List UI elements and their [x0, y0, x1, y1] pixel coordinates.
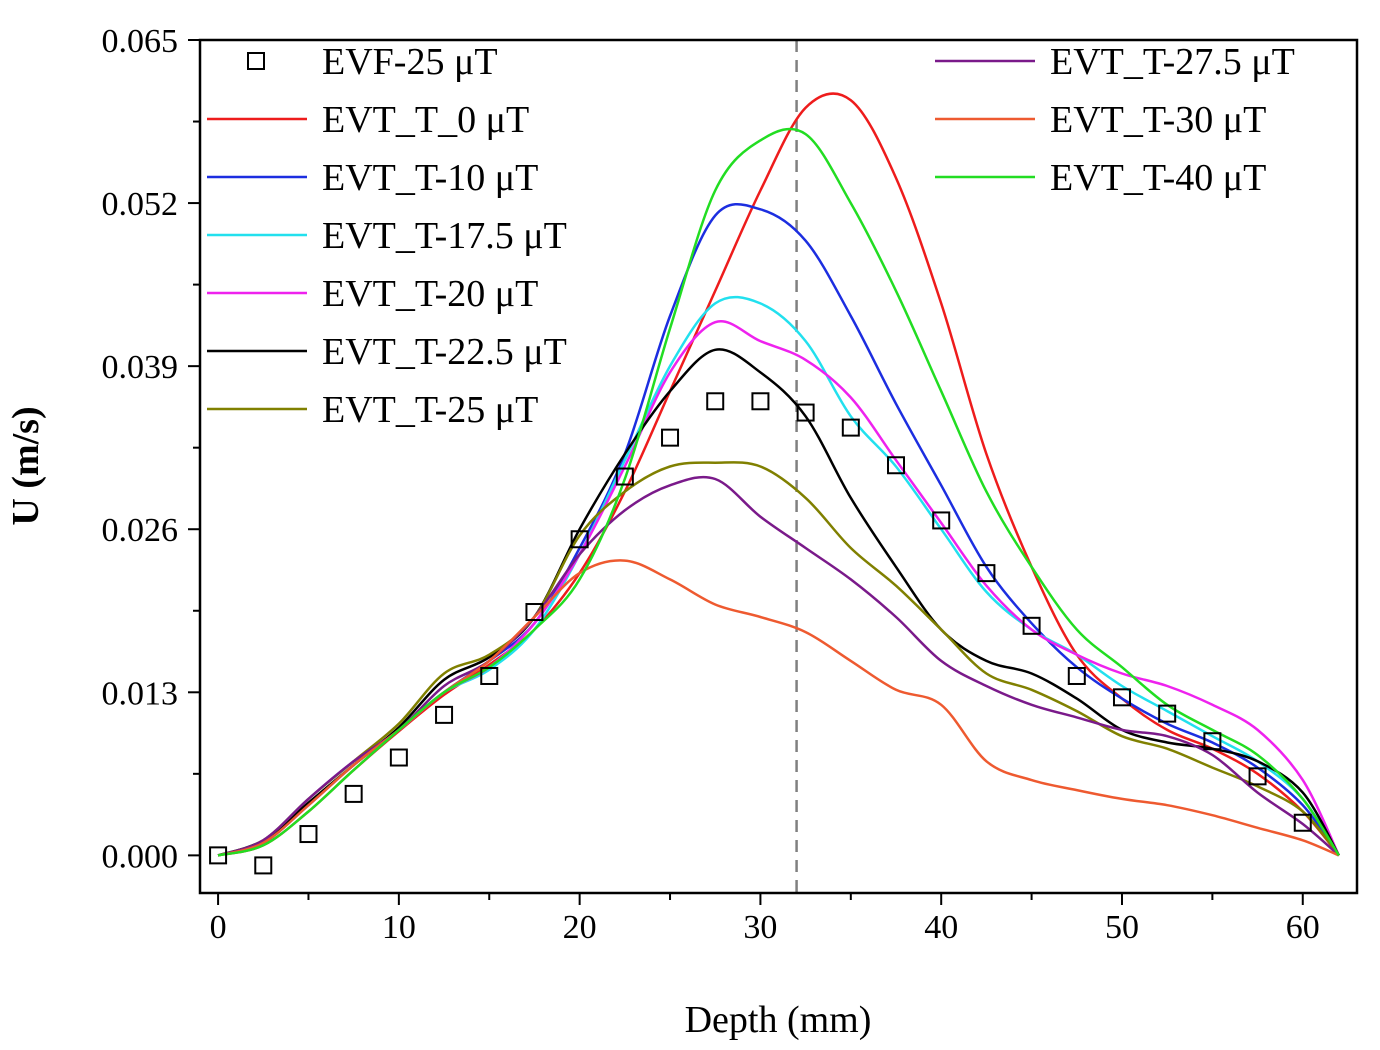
scatter-markers: [209, 392, 1312, 875]
scatter-point: [1022, 616, 1041, 635]
legend-label-evt-t-40-t: EVT_T-40 μT: [1050, 157, 1266, 199]
scatter-point: [570, 530, 589, 549]
series-line-evt-t-22-5-t: [217, 348, 1340, 857]
y-tick-label: 0.000: [102, 838, 179, 875]
scatter-point: [887, 456, 906, 475]
legend-label-evt-t-0-t: EVT_T_0 μT: [322, 99, 529, 141]
legend-label-evt-t-27-5-t: EVT_T-27.5 μT: [1050, 41, 1295, 83]
plot-frame: [198, 38, 1359, 895]
y-tick-label: 0.039: [102, 349, 179, 386]
scatter-point: [209, 846, 228, 865]
legend-label-evt-t-20-t: EVT_T-20 μT: [322, 273, 538, 315]
scatter-point: [254, 856, 273, 875]
y-axis-title: U (m/s): [5, 406, 47, 525]
legend-label-evt-t-22-5-t: EVT_T-22.5 μT: [322, 331, 567, 373]
x-tick-label: 40: [924, 909, 958, 946]
scatter-point: [615, 467, 634, 486]
x-tick-label: 10: [382, 909, 416, 946]
y-tick-label: 0.013: [102, 675, 179, 712]
series-line-evt-t-0-t: [217, 92, 1340, 857]
scatter-point: [299, 825, 318, 844]
scatter-point: [796, 403, 815, 422]
legend-marker-evf-25-t: [247, 52, 265, 70]
legend-label-evt-t-17-5-t: EVT_T-17.5 μT: [322, 215, 567, 257]
scatter-point: [1203, 732, 1222, 751]
legend-label-evt-t-30-t: EVT_T-30 μT: [1050, 99, 1266, 141]
x-tick-label: 30: [743, 909, 777, 946]
x-tick-label: 50: [1105, 909, 1139, 946]
scatter-point: [1158, 704, 1177, 723]
y-tick-label: 0.065: [102, 23, 179, 60]
legend-label-evt-t-10-t: EVT_T-10 μT: [322, 157, 538, 199]
series-line-evt-t-40-t: [217, 127, 1340, 857]
series-line-evt-t-25-t: [217, 461, 1340, 857]
x-tick-label: 0: [210, 909, 227, 946]
scatter-point: [841, 418, 860, 437]
axis-ticks: 0 10 20 30 40 50 60 0.000 0.013 0.026 0.039 0.052 0.…: [102, 23, 1320, 946]
scatter-point: [480, 666, 499, 685]
y-tick-label: 0.052: [102, 186, 179, 223]
scatter-point: [389, 748, 408, 767]
legend-label-evf-25-t: EVF-25 μT: [322, 41, 498, 83]
scatter-point: [977, 564, 996, 583]
scatter-point: [435, 705, 454, 724]
scatter-point: [1293, 813, 1312, 832]
y-tick-label: 0.026: [102, 512, 179, 549]
scatter-point: [1112, 688, 1131, 707]
x-tick-label: 20: [563, 909, 597, 946]
x-axis-title: Depth (mm): [685, 999, 872, 1041]
series-lines: [217, 92, 1341, 857]
scatter-point: [344, 784, 363, 803]
scatter-point: [751, 392, 770, 411]
scatter-point: [932, 511, 951, 530]
legend-label-evt-t-25-t: EVT_T-25 μT: [322, 389, 538, 431]
scatter-point: [1067, 666, 1086, 685]
x-tick-label: 60: [1286, 909, 1320, 946]
scatter-point: [661, 428, 680, 447]
scatter-point: [1248, 767, 1267, 786]
scatter-point: [706, 392, 725, 411]
legend: EVF-25 μT EVT_T_0 μT EVT_T-10 μT EVT_T-17.5…: [207, 41, 1295, 431]
scatter-point: [525, 603, 544, 622]
